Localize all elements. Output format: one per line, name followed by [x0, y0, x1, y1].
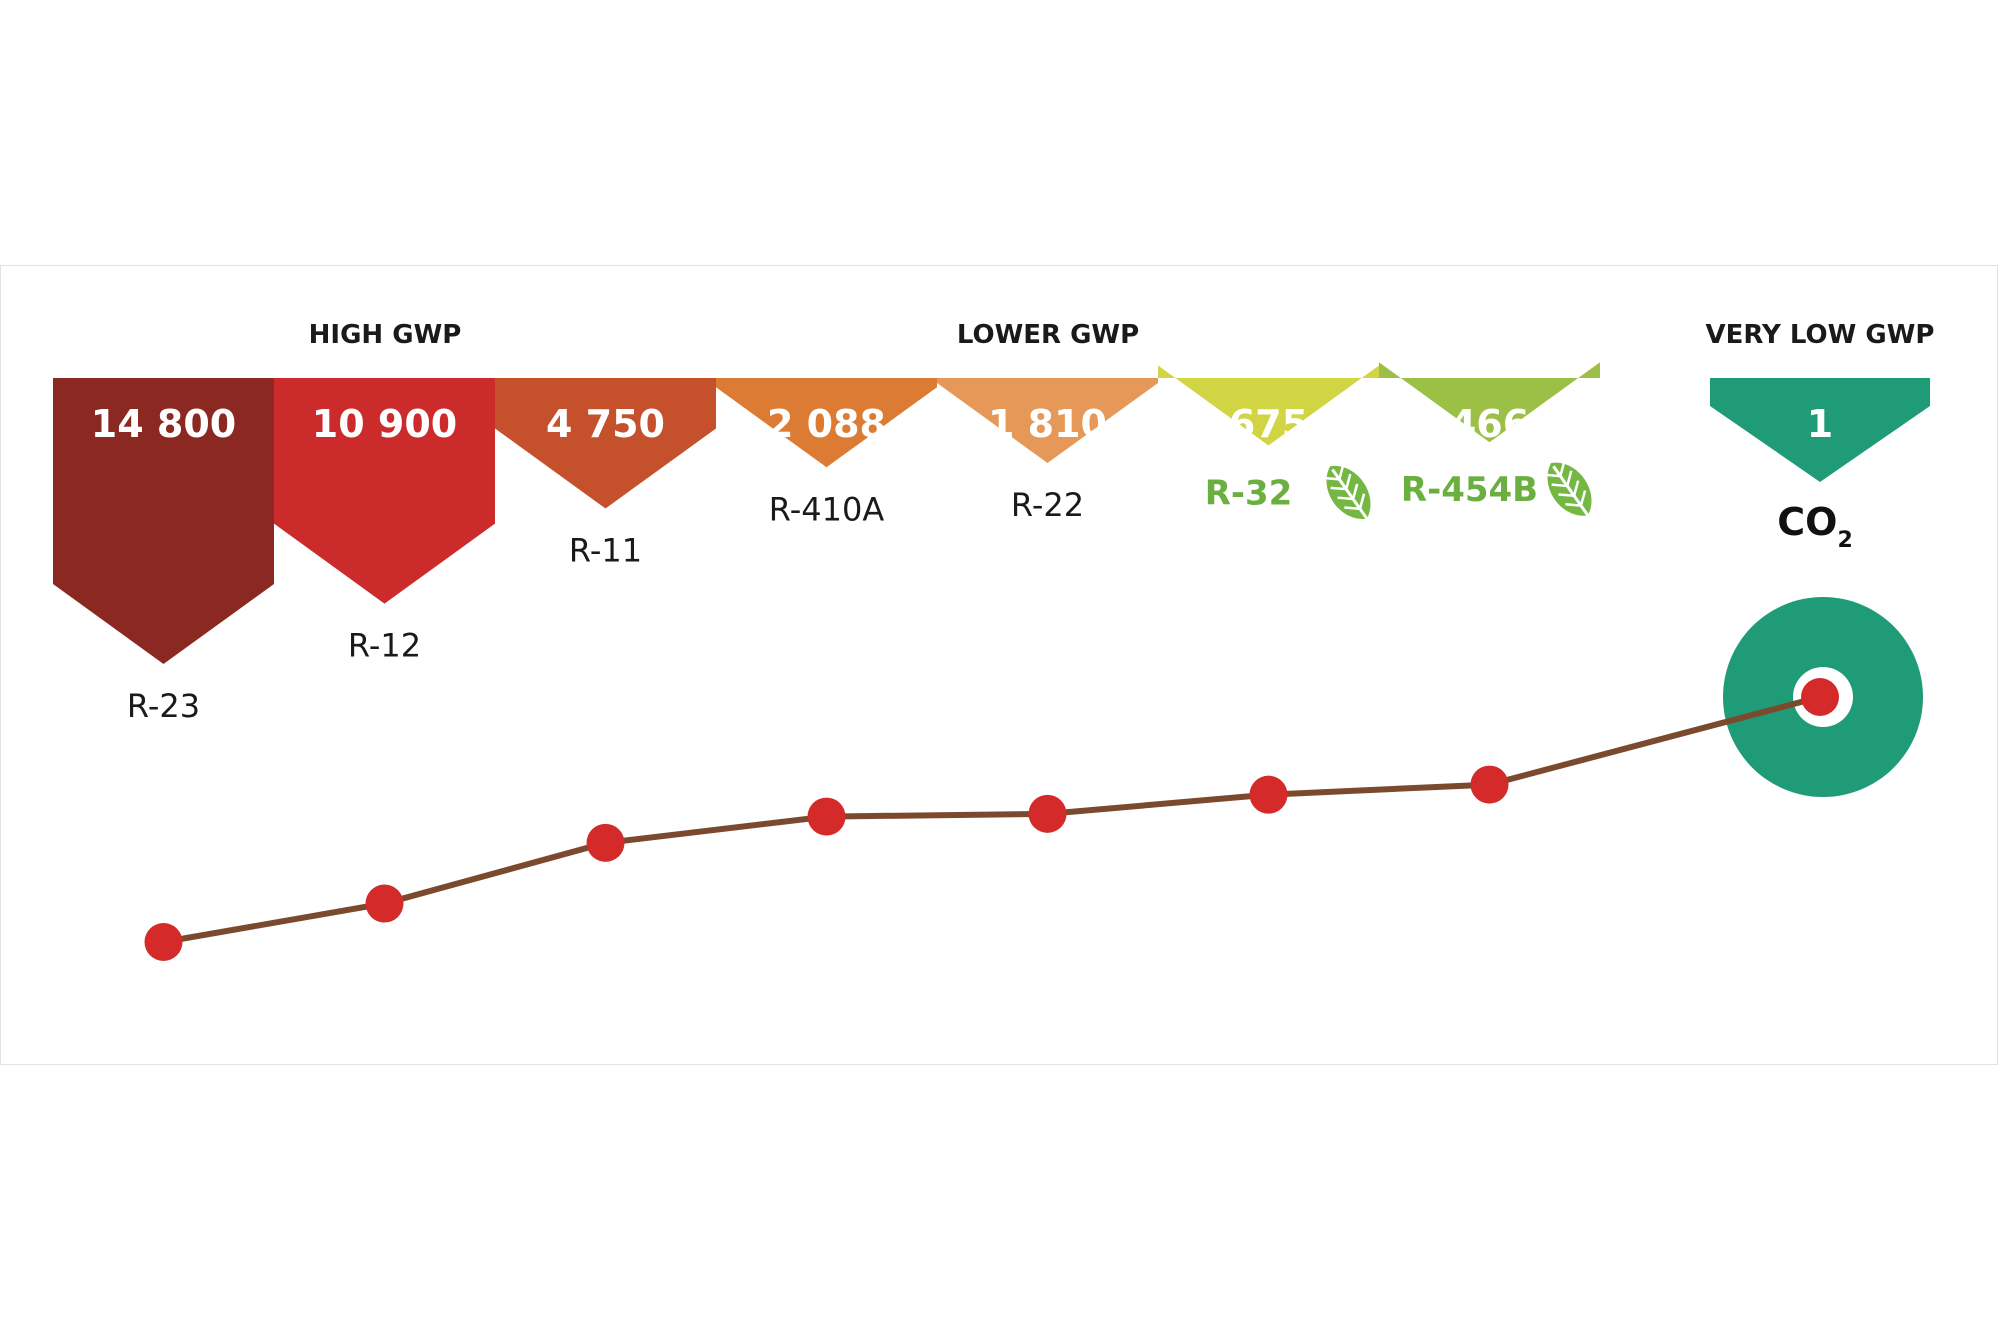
trend-line [162, 694, 1821, 945]
leaf-icon [1544, 460, 1592, 518]
refrigerant-name-r-410a: R-410A [769, 490, 885, 528]
value-label-r-12: 10 900 [312, 402, 457, 446]
data-point-r-12 [365, 884, 404, 923]
band-co2 [1710, 378, 1930, 482]
band-r-454b [1379, 362, 1600, 443]
value-label-r-22: 1 810 [988, 402, 1107, 446]
refrigerant-name-r-454b: R-454B [1401, 470, 1538, 510]
band-r-32 [1158, 365, 1379, 446]
data-point-co2 [1801, 678, 1839, 716]
category-label-high: HIGH GWP [309, 320, 462, 350]
band-r-12 [274, 378, 495, 604]
refrigerant-name-r-11: R-11 [569, 531, 642, 569]
data-point-r-23 [144, 923, 183, 961]
data-point-r-410a [807, 797, 846, 836]
refrigerant-name-r-23: R-23 [127, 687, 200, 725]
band-r-410a [716, 378, 937, 468]
refrigerant-name-r-12: R-12 [348, 627, 421, 665]
band-r-11 [495, 378, 716, 509]
band-r-22 [937, 378, 1158, 464]
value-label-r-32: 675 [1229, 402, 1308, 446]
value-label-r-410a: 2 088 [767, 402, 886, 446]
data-point-r-454b [1470, 765, 1509, 804]
refrigerant-name-r-32: R-32 [1205, 473, 1293, 513]
value-label-r-11: 4 750 [546, 402, 665, 446]
band-r-23 [53, 378, 274, 664]
leaf-icon [1323, 463, 1371, 522]
category-label-very-low: VERY LOW GWP [1706, 320, 1935, 350]
gwp-bands: 14 800 10 900 4 750 2 088 1 810 675 466 1 [53, 362, 1930, 664]
gwp-trend [144, 597, 1923, 961]
data-point-r-22 [1028, 794, 1067, 833]
data-point-r-32 [1249, 775, 1288, 814]
refrigerant-names: R-23 R-12 R-11 R-410A R-22 R-32 R-454B CO2 [127, 460, 1853, 725]
value-label-r-454b: 466 [1450, 402, 1529, 446]
category-label-lower: LOWER GWP [957, 320, 1139, 350]
refrigerant-name-co2: CO2 [1777, 500, 1853, 553]
data-point-r-11 [586, 823, 625, 862]
value-label-r-23: 14 800 [91, 402, 236, 446]
value-label-co2: 1 [1807, 402, 1833, 446]
refrigerant-name-r-22: R-22 [1011, 486, 1084, 524]
